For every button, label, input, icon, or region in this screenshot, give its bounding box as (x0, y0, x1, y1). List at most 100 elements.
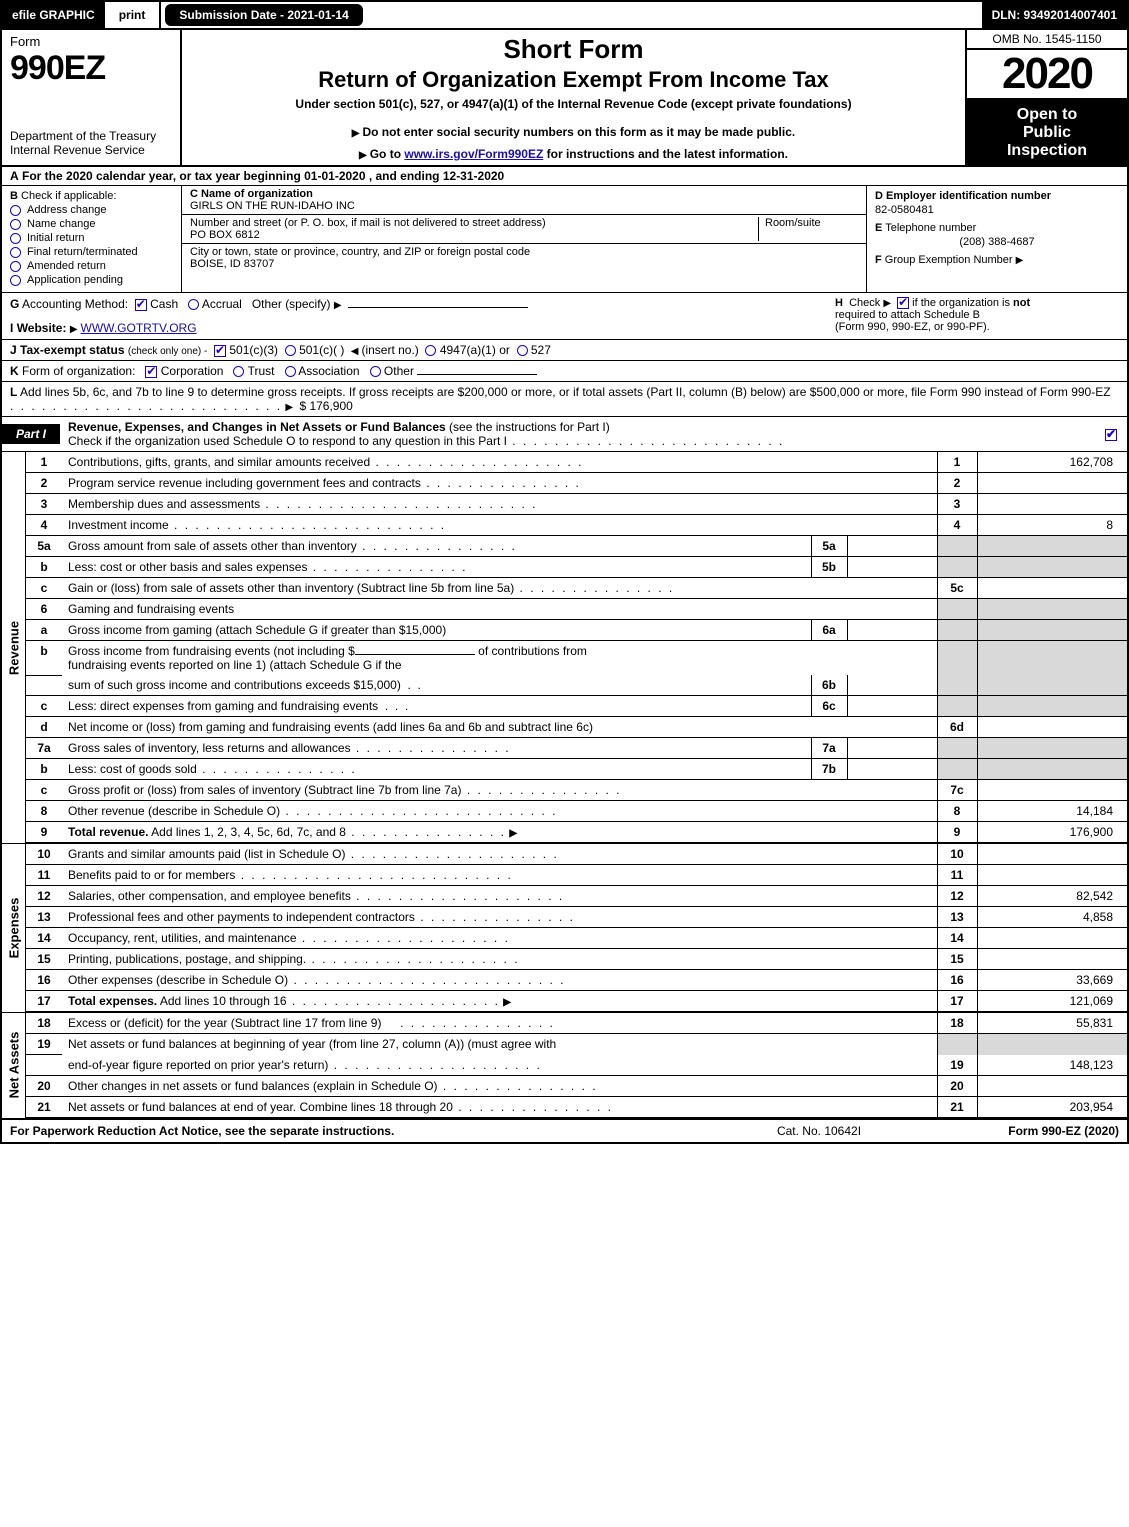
chk-part1-schedule-o[interactable] (1105, 429, 1117, 441)
header-mid: Short Form Return of Organization Exempt… (182, 30, 967, 165)
chk-final-return[interactable] (10, 247, 21, 258)
line-6d: dNet income or (loss) from gaming and fu… (26, 717, 1127, 738)
submission-date-pill: Submission Date - 2021-01-14 (165, 4, 362, 26)
lbl-final-return: Final return/terminated (27, 246, 138, 258)
net-assets-side-tab: Net Assets (2, 1013, 26, 1118)
line-7b: bLess: cost of goods sold7b (26, 759, 1127, 780)
row-a-tax-year: A For the 2020 calendar year, or tax yea… (0, 167, 1129, 186)
letter-i: I (10, 321, 13, 335)
line-11: 11Benefits paid to or for members11 (26, 865, 1127, 886)
line-14: 14Occupancy, rent, utilities, and mainte… (26, 928, 1127, 949)
line-1: 1Contributions, gifts, grants, and simil… (26, 452, 1127, 473)
line-5a: 5aGross amount from sale of assets other… (26, 536, 1127, 557)
net-assets-table: 18Excess or (deficit) for the year (Subt… (26, 1013, 1127, 1118)
line-8: 8Other revenue (describe in Schedule O)8… (26, 801, 1127, 822)
letter-d: D (875, 190, 883, 202)
lbl-name-change: Name change (27, 218, 96, 230)
lbl-cash: Cash (150, 297, 178, 311)
letter-g: G (10, 297, 19, 311)
block-b-to-f: B Check if applicable: Address change Na… (0, 186, 1129, 293)
line-16: 16Other expenses (describe in Schedule O… (26, 970, 1127, 991)
irs-label: Internal Revenue Service (10, 143, 145, 157)
line-3: 3Membership dues and assessments3 (26, 494, 1127, 515)
line-2: 2Program service revenue including gover… (26, 473, 1127, 494)
letter-e: E (875, 222, 882, 234)
row-g: G Accounting Method: Cash Accrual Other … (2, 293, 827, 339)
chk-schedule-b-not-required[interactable] (897, 297, 909, 309)
chk-name-change[interactable] (10, 219, 21, 230)
letter-h: H (835, 297, 843, 309)
lbl-application-pending: Application pending (27, 274, 123, 286)
goto-link[interactable]: www.irs.gov/Form990EZ (404, 147, 543, 161)
ein-value: 82-0580481 (875, 204, 1119, 216)
chk-initial-return[interactable] (10, 233, 21, 244)
line-6b: bGross income from fundraising events (n… (26, 641, 1127, 676)
lbl-address-change: Address change (27, 204, 107, 216)
goto-text: Go to www.irs.gov/Form990EZ for instruct… (190, 147, 957, 161)
letter-k: K (10, 364, 19, 378)
part-1-title: Revenue, Expenses, and Changes in Net As… (68, 420, 446, 434)
line-20: 20Other changes in net assets or fund ba… (26, 1075, 1127, 1096)
part-1-header: Part I Revenue, Expenses, and Changes in… (0, 417, 1129, 452)
chk-501c[interactable] (285, 345, 296, 356)
addr-label: Number and street (or P. O. box, if mail… (190, 217, 546, 229)
letter-a: A (10, 169, 19, 183)
line-19b: end-of-year figure reported on prior yea… (26, 1055, 1127, 1076)
row-g-h: G Accounting Method: Cash Accrual Other … (0, 293, 1129, 340)
revenue-table: 1Contributions, gifts, grants, and simil… (26, 452, 1127, 843)
ein-label: Employer identification number (886, 190, 1051, 202)
revenue-section: Revenue 1Contributions, gifts, grants, a… (0, 452, 1129, 843)
short-form-title: Short Form (190, 34, 957, 65)
lbl-amended-return: Amended return (27, 260, 106, 272)
tel-label: Telephone number (885, 222, 976, 234)
schedule-b-forms-text: (Form 990, 990-EZ, or 990-PF). (835, 321, 990, 333)
header-left: Form 990EZ Department of the Treasury In… (2, 30, 182, 165)
line-5c: cGain or (loss) from sale of assets othe… (26, 578, 1127, 599)
line-9: 9Total revenue. Add lines 1, 2, 3, 4, 5c… (26, 822, 1127, 843)
do-not-enter-text: Do not enter social security numbers on … (190, 125, 957, 139)
chk-corporation[interactable] (145, 366, 157, 378)
line-18: 18Excess or (deficit) for the year (Subt… (26, 1013, 1127, 1034)
chk-application-pending[interactable] (10, 275, 21, 286)
lbl-initial-return: Initial return (27, 232, 84, 244)
chk-cash[interactable] (135, 299, 147, 311)
org-name: GIRLS ON THE RUN-IDAHO INC (190, 200, 355, 212)
letter-j: J (10, 343, 17, 357)
chk-address-change[interactable] (10, 205, 21, 216)
chk-4947a1[interactable] (425, 345, 436, 356)
line-19a: 19Net assets or fund balances at beginni… (26, 1034, 1127, 1055)
catalog-number: Cat. No. 10642I (719, 1124, 919, 1138)
print-button[interactable]: print (105, 2, 162, 28)
gross-receipts-amount: $ 176,900 (299, 399, 352, 413)
chk-trust[interactable] (233, 366, 244, 377)
omb-number: OMB No. 1545-1150 (967, 30, 1127, 50)
city-label: City or town, state or province, country… (190, 246, 530, 258)
paperwork-notice: For Paperwork Reduction Act Notice, see … (10, 1124, 719, 1138)
org-city: BOISE, ID 83707 (190, 258, 274, 270)
chk-association[interactable] (285, 366, 296, 377)
line-4: 4Investment income48 (26, 515, 1127, 536)
form-number: 990EZ (10, 49, 172, 88)
chk-501c3[interactable] (214, 345, 226, 357)
chk-amended-return[interactable] (10, 261, 21, 272)
letter-f: F (875, 254, 882, 266)
chk-527[interactable] (517, 345, 528, 356)
chk-other-org[interactable] (370, 366, 381, 377)
schedule-o-check-text: Check if the organization used Schedule … (68, 434, 507, 448)
line-15: 15Printing, publications, postage, and s… (26, 949, 1127, 970)
lbl-accrual: Accrual (202, 297, 242, 311)
line-7c: cGross profit or (loss) from sales of in… (26, 780, 1127, 801)
website-link[interactable]: WWW.GOTRTV.ORG (81, 321, 197, 335)
room-suite-label: Room/suite (765, 217, 821, 229)
chk-accrual[interactable] (188, 299, 199, 310)
tax-year: 2020 (967, 50, 1127, 100)
page-footer: For Paperwork Reduction Act Notice, see … (0, 1119, 1129, 1144)
line-12: 12Salaries, other compensation, and empl… (26, 886, 1127, 907)
dln-label: DLN: 93492014007401 (982, 2, 1127, 28)
line-6: 6Gaming and fundraising events (26, 599, 1127, 620)
line-6b-cont: sum of such gross income and contributio… (26, 675, 1127, 696)
line-5b: bLess: cost or other basis and sales exp… (26, 557, 1127, 578)
letter-b: B (10, 190, 18, 202)
accounting-method-label: Accounting Method: (22, 297, 128, 311)
expenses-table: 10Grants and similar amounts paid (list … (26, 844, 1127, 1012)
